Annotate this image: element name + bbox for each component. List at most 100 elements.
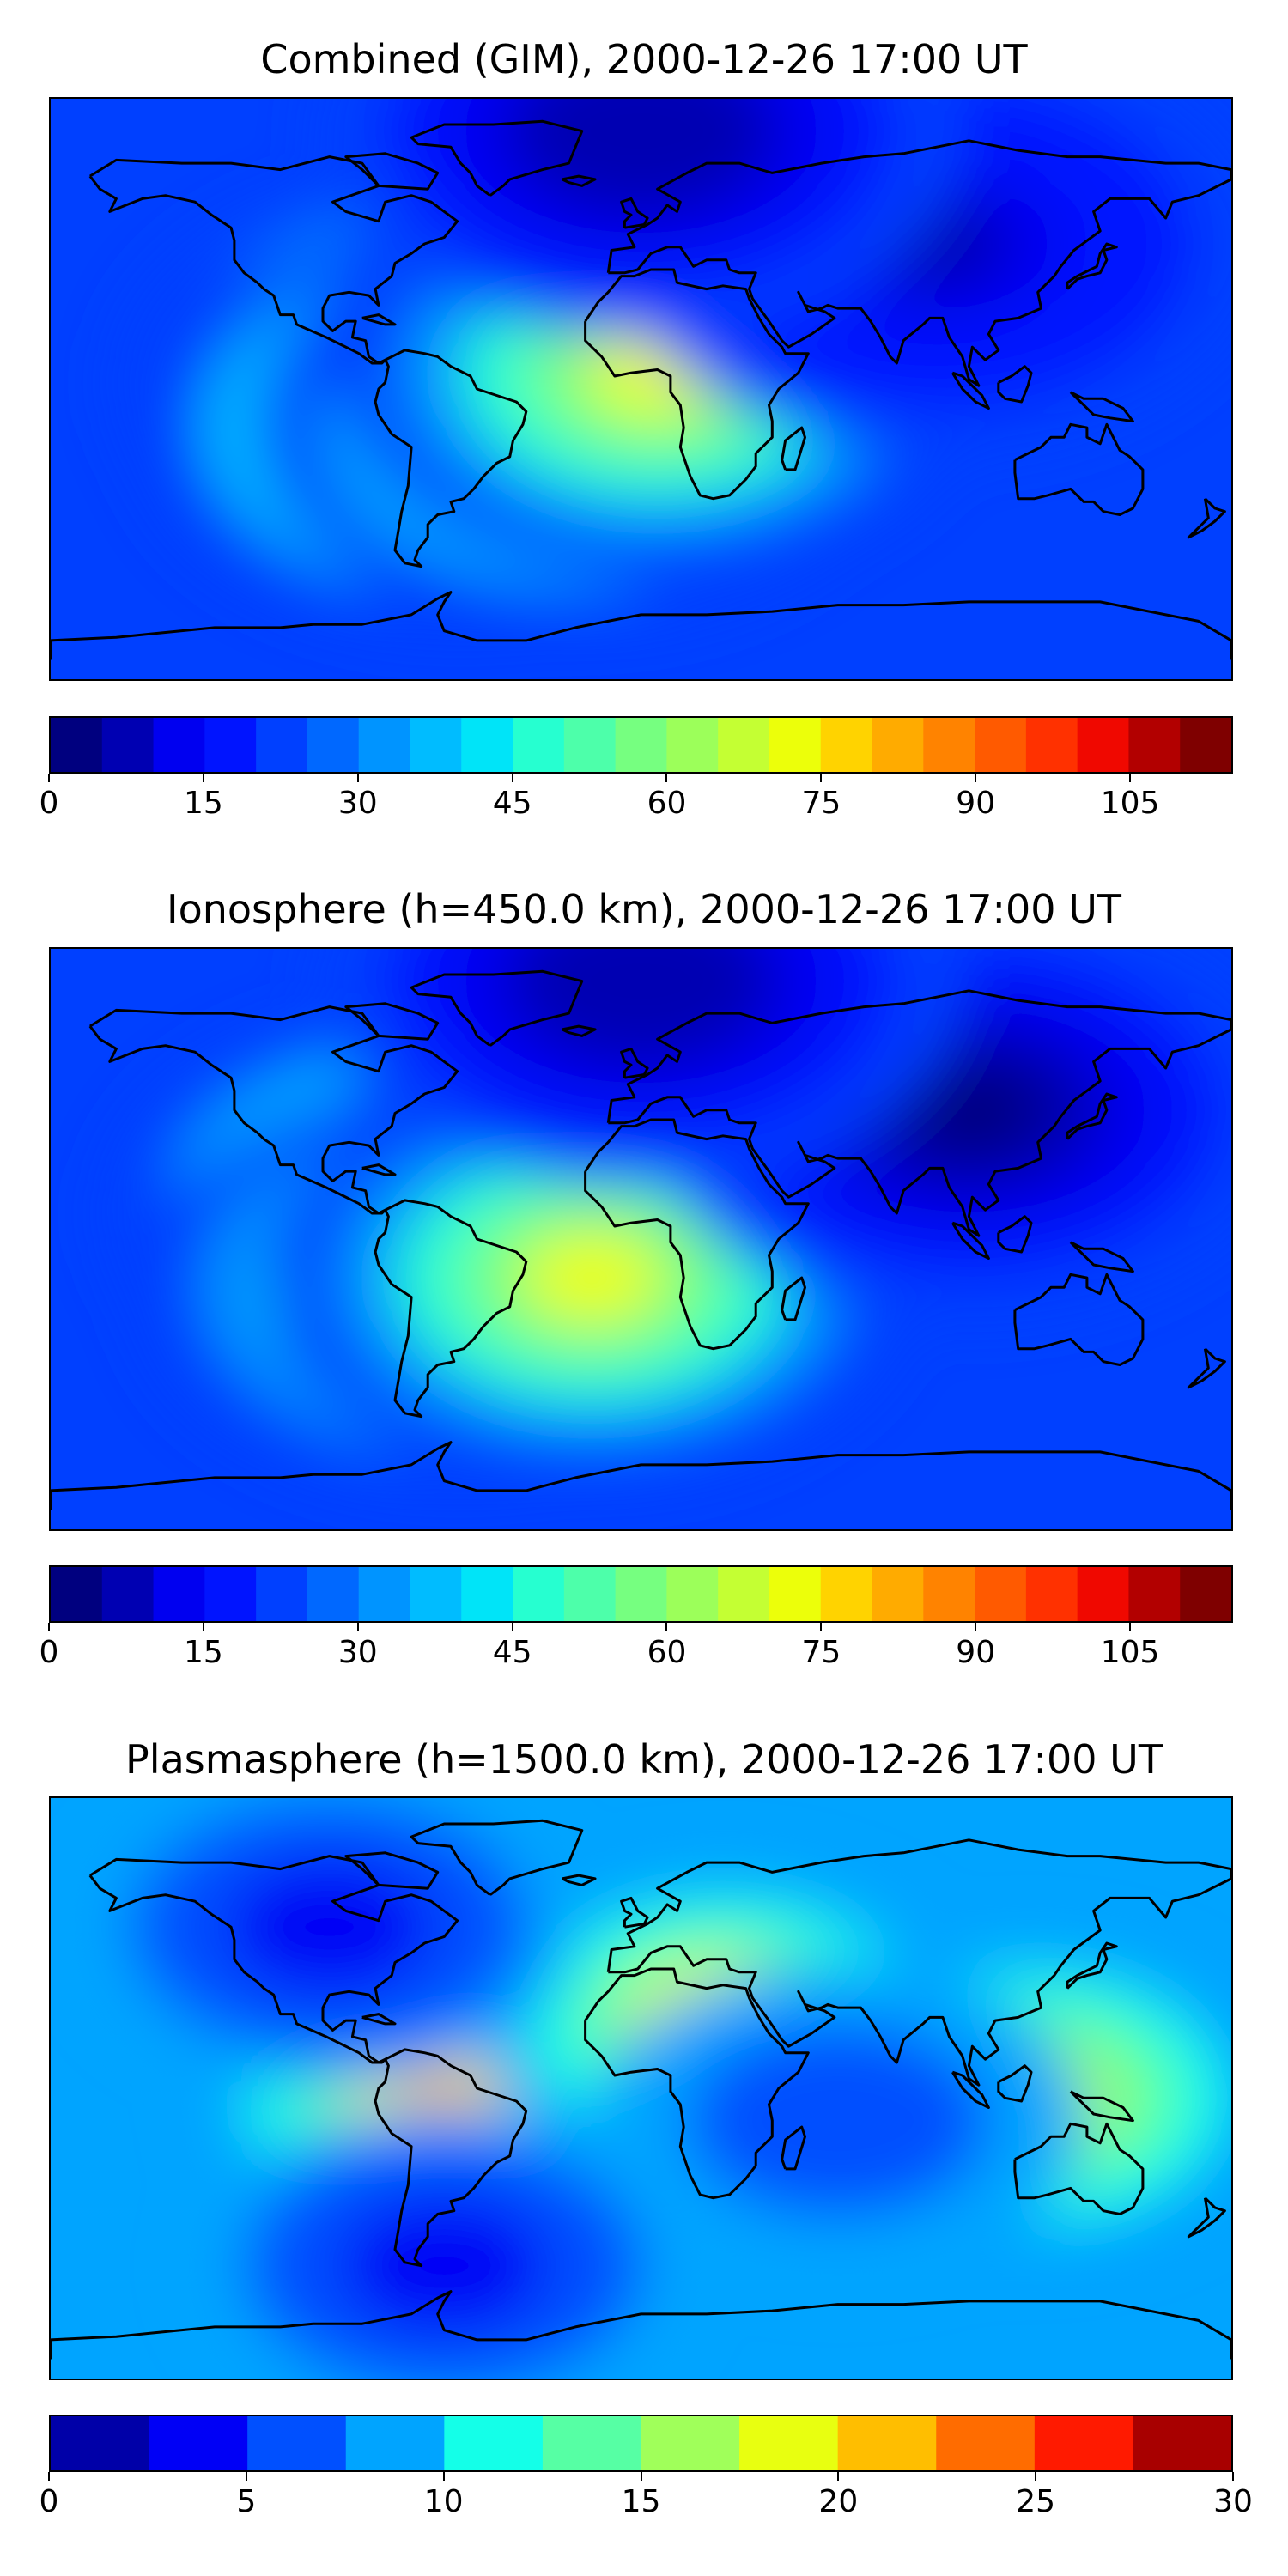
coastline-uk xyxy=(620,1047,649,1079)
colorbar-tick-label: 60 xyxy=(647,1635,687,1670)
coastline-new-zealand xyxy=(1187,1347,1226,1389)
colorbar-segment xyxy=(51,1567,103,1621)
colorbar-segment xyxy=(820,1567,873,1621)
colorbar-tick-label: 90 xyxy=(956,1635,996,1670)
colorbar-segment xyxy=(1077,1567,1129,1621)
colorbar-segment xyxy=(256,1567,308,1621)
colorbar-segment xyxy=(307,718,360,772)
colorbar-segment xyxy=(872,718,924,772)
colorbar-segment xyxy=(358,1567,410,1621)
colorbar-segment xyxy=(1128,1567,1181,1621)
colorbar xyxy=(49,716,1233,774)
colorbar-segment xyxy=(872,1567,924,1621)
colorbar-segment xyxy=(51,718,103,772)
colorbar-tick-label: 0 xyxy=(39,1635,59,1670)
coastline-baffin xyxy=(344,152,440,191)
coastline-antarctica xyxy=(51,1441,1231,1510)
field-low-polar-north-ring-4 xyxy=(570,99,712,177)
field-low-asia-ring-4 xyxy=(897,1064,1040,1156)
coastline-baffin xyxy=(344,1002,440,1041)
colorbar-tick-label: 30 xyxy=(337,786,378,821)
coastline-greenland xyxy=(410,119,584,197)
colorbar-tick xyxy=(975,1623,977,1631)
coastline-africa xyxy=(584,1118,810,1351)
coastlines xyxy=(51,969,1231,1510)
colorbar-segment xyxy=(204,1567,257,1621)
field-peak-south-atlantic-ring-4 xyxy=(520,1232,663,1323)
colorbar-tick xyxy=(820,774,823,782)
colorbar-segment xyxy=(837,2416,937,2470)
colorbar-tick xyxy=(442,2472,445,2481)
colorbar xyxy=(49,1565,1233,1623)
coastline-africa xyxy=(584,1967,810,2200)
field-low-south-pacific-ring-4 xyxy=(390,2231,499,2301)
coastline-south-america xyxy=(374,349,528,568)
coastline-australia xyxy=(1013,1273,1145,1366)
colorbar-tick xyxy=(820,1623,823,1631)
colorbar-tick-label: 90 xyxy=(956,786,996,821)
colorbar-segment xyxy=(461,718,513,772)
colorbar-segment xyxy=(666,1567,719,1621)
colorbar-segment xyxy=(936,2416,1036,2470)
field-low-polar-north-ring-4 xyxy=(570,949,712,1027)
colorbar-tick xyxy=(356,774,359,782)
chart-title: Combined (GIM), 2000-12-26 17:00 UT xyxy=(260,36,1028,82)
coastline-borneo xyxy=(997,1215,1033,1254)
colorbar-segment xyxy=(1180,1567,1231,1621)
colorbar-segment xyxy=(563,1567,617,1621)
coastline-iceland xyxy=(562,174,597,187)
coastline-madagascar xyxy=(781,426,806,471)
colorbar-segment xyxy=(975,1567,1027,1621)
colorbar-segment xyxy=(1128,718,1181,772)
colorbar-tick xyxy=(202,774,204,782)
field-low-indian-ocean-ring-4 xyxy=(783,2086,892,2156)
colorbar-plot xyxy=(51,2416,1231,2470)
map-plot xyxy=(51,99,1231,679)
colorbar-segment xyxy=(513,718,565,772)
coastline-madagascar xyxy=(781,2125,806,2171)
colorbar-tick-label: 20 xyxy=(818,2484,859,2519)
coastline-cuba xyxy=(361,2013,397,2026)
field-low-north-america-ring-4 xyxy=(275,1892,384,1962)
colorbar-segment xyxy=(204,718,257,772)
colorbar-tick-label: 75 xyxy=(801,786,841,821)
tec-map xyxy=(49,1796,1233,2380)
coastline-new-guinea xyxy=(1069,2090,1134,2123)
colorbar-segment xyxy=(153,1567,205,1621)
coastline-eurasia xyxy=(606,139,1231,387)
colorbar-tick xyxy=(356,1623,359,1631)
colorbar-segment xyxy=(1077,718,1129,772)
colorbar-tick xyxy=(48,774,50,782)
colorbar-tick-label: 105 xyxy=(1100,1635,1160,1670)
colorbar-segment xyxy=(149,2416,248,2470)
colorbar-segment xyxy=(615,1567,667,1621)
colorbar-segment xyxy=(923,718,975,772)
coastline-new-zealand xyxy=(1187,2196,1226,2239)
colorbar-tick xyxy=(245,2472,247,2481)
colorbar-segment xyxy=(718,718,770,772)
colorbar-tick-label: 10 xyxy=(423,2484,464,2519)
colorbar-tick-label: 45 xyxy=(492,1635,532,1670)
colorbar-tick xyxy=(1232,2472,1234,2481)
coastline-antarctica xyxy=(51,591,1231,660)
coastline-japan xyxy=(1066,1092,1118,1140)
coastline-sumatra xyxy=(951,2070,990,2109)
coastline-uk xyxy=(620,1896,649,1929)
tec-map xyxy=(49,97,1233,681)
colorbar-segment xyxy=(101,1567,155,1621)
coastline-greenland xyxy=(410,1819,584,1896)
colorbar-tick-label: 5 xyxy=(236,2484,257,2519)
field-layer xyxy=(115,99,1231,635)
field-layer xyxy=(82,1798,1231,2379)
chart-title: Ionosphere (h=450.0 km), 2000-12-26 17:0… xyxy=(167,886,1121,933)
tec-map xyxy=(49,947,1233,1531)
coastline-south-america xyxy=(374,1199,528,1419)
coastline-cuba xyxy=(361,313,397,326)
coastline-borneo xyxy=(997,2064,1033,2103)
colorbar-segment xyxy=(51,2416,150,2470)
coastlines xyxy=(51,1819,1231,2360)
coastline-iceland xyxy=(562,1874,597,1886)
colorbar-segment xyxy=(1025,1567,1078,1621)
map-plot xyxy=(51,1798,1231,2379)
coastline-iceland xyxy=(562,1024,597,1037)
